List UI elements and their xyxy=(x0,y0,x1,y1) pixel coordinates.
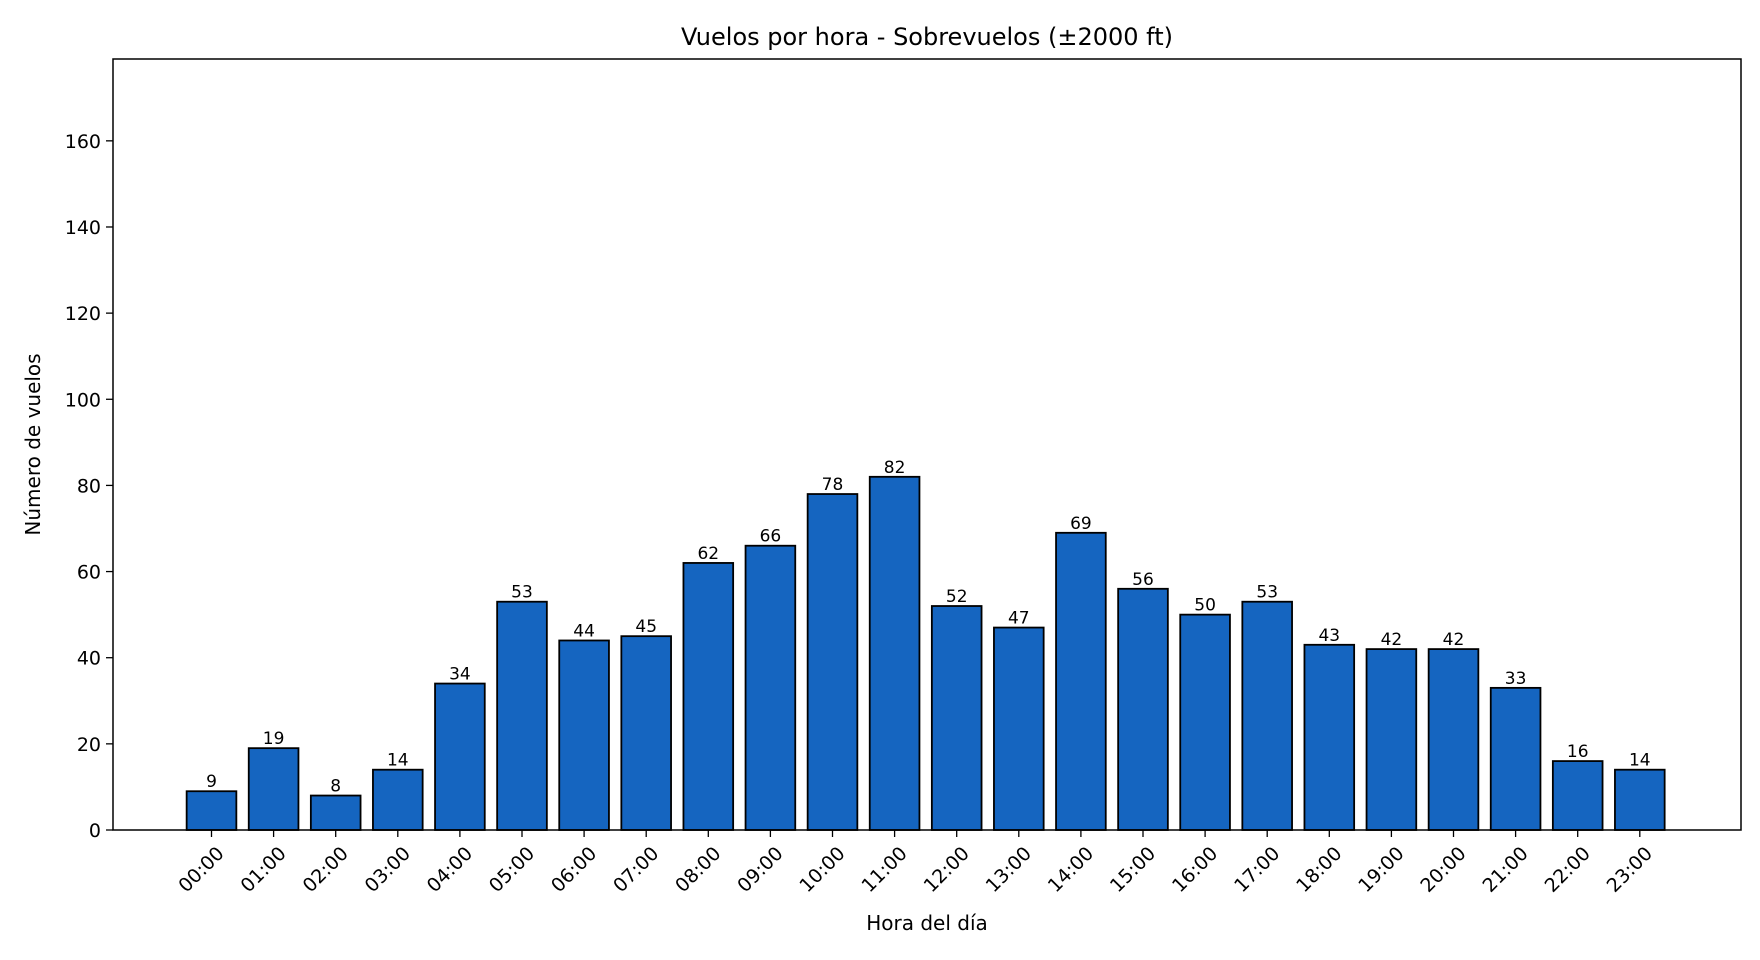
data-labels-group: 9 19 8 14 34 53 44 45 62 66 78 82 52 47 69 56 50 53 43 42 42… xyxy=(206,458,1651,797)
bar-1000 xyxy=(806,493,859,831)
bar-1800 xyxy=(1303,643,1356,831)
bars-group xyxy=(185,475,1666,831)
data-label: 66 xyxy=(760,527,782,547)
data-label: 19 xyxy=(263,729,285,749)
y-tick-label: 60 xyxy=(77,562,101,584)
data-label: 62 xyxy=(697,544,719,564)
bar-1200 xyxy=(930,605,983,831)
data-label: 43 xyxy=(1318,626,1340,646)
data-label: 52 xyxy=(946,587,968,607)
data-label: 14 xyxy=(1629,751,1651,771)
bar-2200 xyxy=(1551,760,1604,831)
bar-2100 xyxy=(1489,686,1542,831)
bar-0900 xyxy=(744,544,797,831)
bar-1700 xyxy=(1241,600,1293,831)
bar-1300 xyxy=(993,626,1045,831)
data-label: 53 xyxy=(511,583,533,603)
bar-1400 xyxy=(1055,531,1107,831)
chart-title: Vuelos por hora - Sobrevuelos (±2000 ft) xyxy=(681,23,1173,51)
bar-0800 xyxy=(682,562,735,831)
y-tick-label: 140 xyxy=(65,217,101,239)
y-tick-label: 120 xyxy=(65,303,101,325)
y-tick-label: 20 xyxy=(77,734,101,756)
bar-1600 xyxy=(1179,613,1231,831)
bar-0500 xyxy=(496,600,548,831)
bar-0600 xyxy=(558,639,610,831)
y-tick-label: 40 xyxy=(77,648,101,670)
data-label: 8 xyxy=(330,777,341,797)
data-label: 69 xyxy=(1070,514,1092,534)
bar-1100 xyxy=(868,475,921,831)
bar-0100 xyxy=(247,747,300,831)
data-label: 16 xyxy=(1567,742,1589,762)
bar-0400 xyxy=(434,682,486,831)
data-label: 56 xyxy=(1132,570,1154,590)
bar-1500 xyxy=(1117,587,1169,831)
data-label: 42 xyxy=(1443,630,1465,650)
data-label: 50 xyxy=(1194,596,1216,616)
data-label: 82 xyxy=(884,458,906,478)
bar-0200 xyxy=(309,794,362,831)
y-tick-label: 100 xyxy=(65,389,101,411)
data-label: 47 xyxy=(1008,609,1030,629)
data-label: 34 xyxy=(449,665,471,685)
y-axis: 0 20 40 60 80 100 120 140 160 xyxy=(65,131,113,842)
y-tick-label: 80 xyxy=(77,475,101,497)
data-label: 14 xyxy=(387,751,409,771)
data-label: 44 xyxy=(573,621,595,641)
plot-frame xyxy=(112,58,1742,831)
bar-1900 xyxy=(1365,648,1418,831)
x-axis-label: Hora del día xyxy=(866,911,988,935)
data-label: 53 xyxy=(1256,583,1278,603)
data-label: 9 xyxy=(206,772,217,792)
data-label: 42 xyxy=(1381,630,1403,650)
data-label: 45 xyxy=(635,617,657,637)
bar-2000 xyxy=(1427,648,1480,831)
y-tick-label: 0 xyxy=(89,820,101,842)
y-tick-label: 160 xyxy=(65,131,101,153)
bar-0700 xyxy=(620,635,672,831)
data-label: 33 xyxy=(1505,669,1527,689)
bar-0300 xyxy=(372,768,424,831)
bar-2300 xyxy=(1614,768,1666,831)
data-label: 78 xyxy=(822,475,844,495)
y-axis-label: Número de vuelos xyxy=(21,353,45,535)
bar-0000 xyxy=(185,790,238,831)
